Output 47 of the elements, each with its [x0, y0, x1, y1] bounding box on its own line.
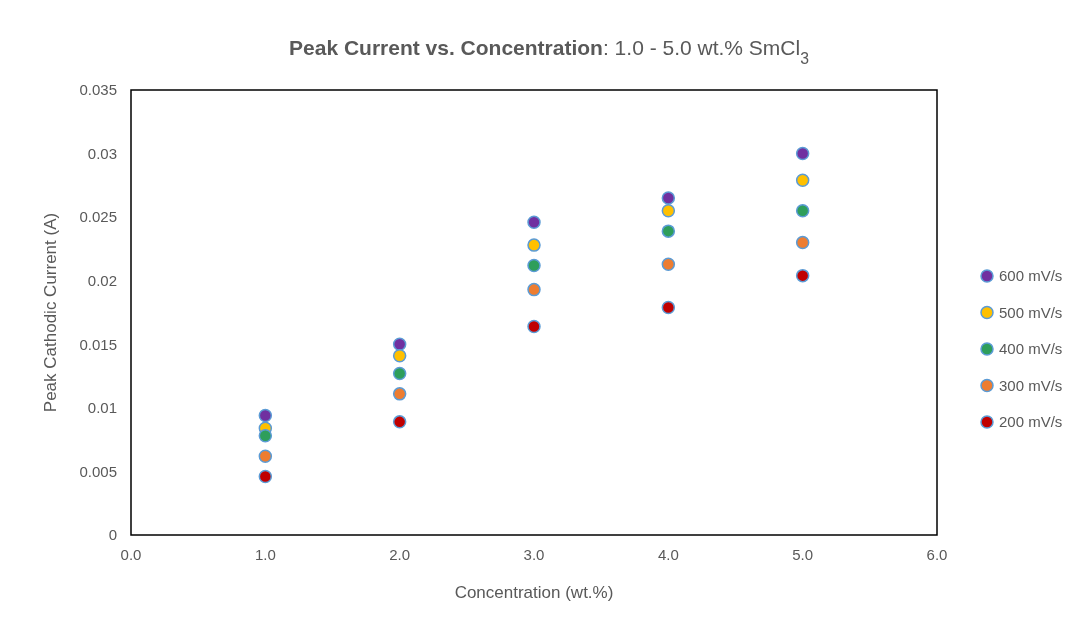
- x-tick-label: 4.0: [657, 546, 679, 563]
- point: [392, 366, 407, 381]
- x-tick-label: 0.0: [120, 546, 142, 563]
- y-tick-label: 0: [108, 526, 117, 544]
- point: [795, 204, 810, 218]
- point: [661, 204, 676, 218]
- legend-label: 300 mV/s: [999, 376, 1063, 394]
- y-tick-label: 0.005: [79, 462, 117, 480]
- x-tick-label: 6.0: [926, 546, 948, 563]
- point: [527, 282, 541, 297]
- x-tick-label: 5.0: [792, 546, 814, 563]
- point: [795, 146, 810, 161]
- point: [527, 238, 541, 252]
- x-axis-title: Concentration (wt.%): [454, 583, 614, 602]
- legend-label: 400 mV/s: [999, 340, 1063, 358]
- point: [795, 268, 810, 283]
- point: [527, 319, 541, 334]
- point: [661, 300, 676, 315]
- y-tick-label: 0.03: [87, 144, 117, 162]
- y-tick-label: 0.035: [79, 81, 117, 99]
- y-tick-label: 0.02: [87, 271, 117, 289]
- point: [258, 449, 273, 463]
- point: [527, 215, 541, 229]
- point: [392, 387, 407, 401]
- point: [795, 235, 810, 250]
- y-tick-label: 0.01: [87, 399, 117, 417]
- point: [661, 224, 676, 238]
- legend-label: 500 mV/s: [999, 303, 1063, 321]
- point: [661, 257, 676, 271]
- point: [661, 191, 676, 205]
- point: [258, 469, 273, 484]
- y-tick-label: 0.025: [79, 208, 117, 226]
- x-tick-label: 1.0: [254, 546, 276, 563]
- point: [258, 408, 273, 423]
- point: [527, 258, 541, 273]
- x-tick-label: 2.0: [389, 546, 411, 563]
- point: [258, 429, 273, 443]
- y-axis-title: Peak Cathodic Current (A): [41, 212, 60, 413]
- legend-label: 200 mV/s: [999, 413, 1063, 431]
- x-tick-label: 3.0: [523, 546, 545, 563]
- point: [392, 337, 407, 352]
- legend-label: 600 mV/s: [999, 267, 1063, 285]
- y-tick-label: 0.015: [79, 335, 117, 353]
- point: [392, 415, 407, 429]
- point: [795, 173, 810, 188]
- chart-title: Peak Current vs. Concentration: 1.0 - 5.0 wt.% SmCl$_{3}$: [289, 36, 810, 67]
- point: [392, 348, 407, 363]
